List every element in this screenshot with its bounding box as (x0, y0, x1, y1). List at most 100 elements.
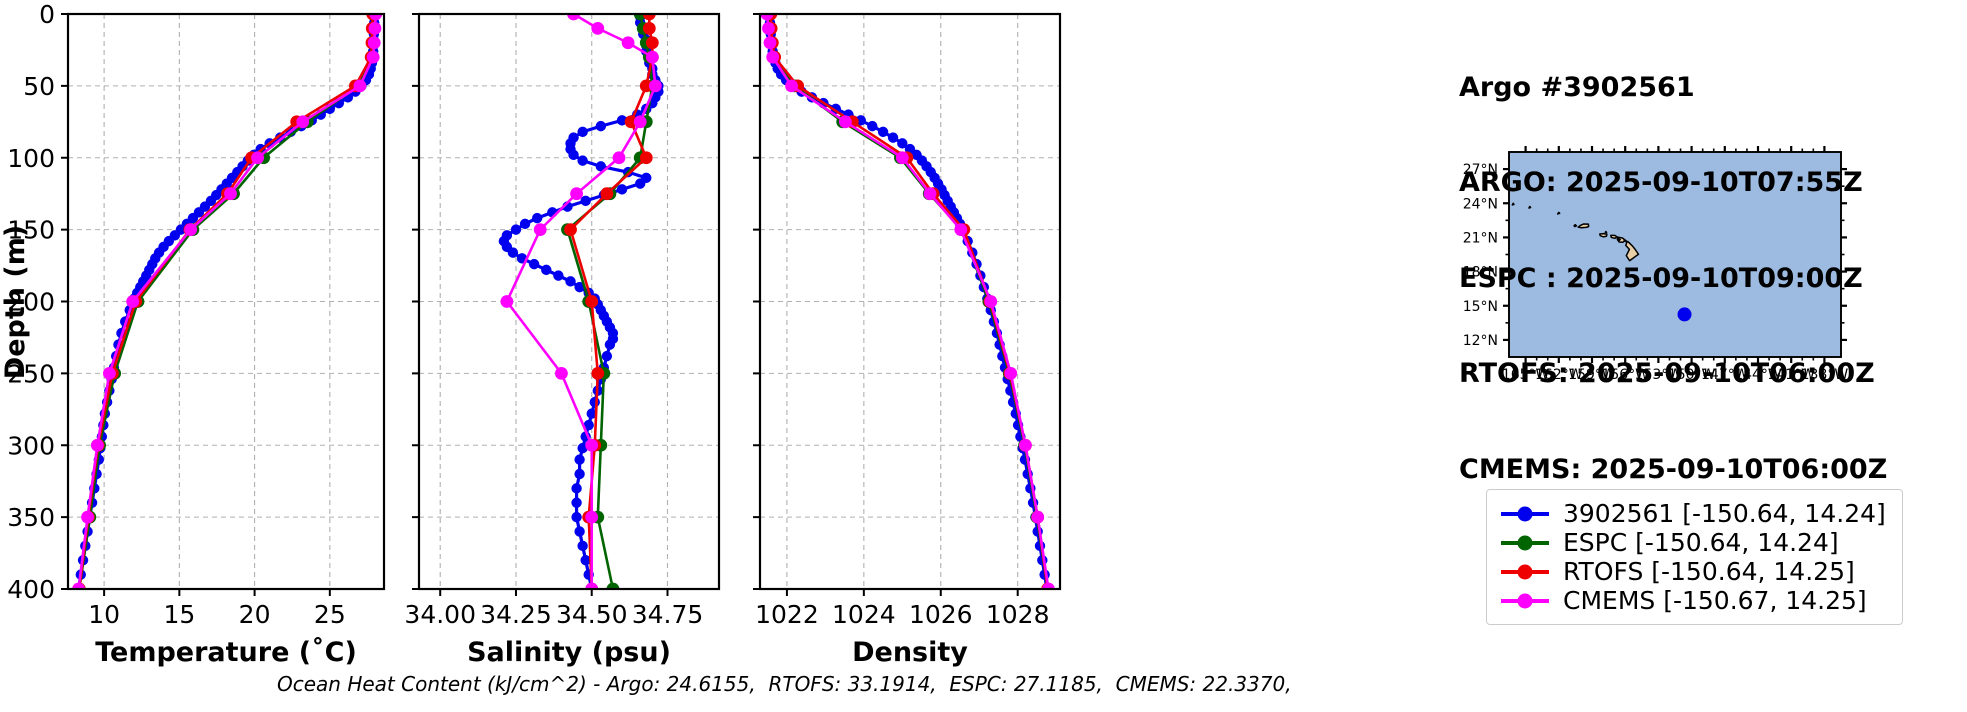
legend-swatch-espc (1501, 535, 1549, 550)
island-shape (1528, 205, 1532, 209)
series-point-rtofs (642, 14, 656, 21)
series-point-cmems (648, 79, 662, 93)
series-point-cmems (90, 438, 104, 452)
series-point-argo (541, 264, 552, 276)
map-lon-label: 147°W (1701, 367, 1749, 383)
title-rtofs-time: RTOFS: 2025-09-10T06:00Z (1459, 358, 1875, 390)
series-point-rtofs (585, 295, 599, 308)
series-point-argo (571, 483, 582, 494)
series-point-cmems (585, 582, 599, 589)
series-point-cmems (895, 151, 909, 165)
xtick-label: 1024 (832, 600, 896, 629)
series-point-cmems (984, 295, 998, 308)
island-shape (1610, 234, 1618, 240)
series-point-argo (574, 526, 585, 537)
island-shape (1511, 202, 1515, 206)
legend-item[interactable]: 3902561 [-150.64, 14.24] (1499, 499, 1886, 528)
legend-label-cmems: CMEMS [-150.67, 14.25] (1563, 586, 1867, 615)
series-point-cmems (224, 187, 237, 201)
xtick-label: 1022 (755, 600, 819, 629)
island-shape (1616, 237, 1621, 242)
xtick-label: 1026 (909, 600, 973, 629)
series-point-cmems (366, 50, 380, 64)
series-point-cmems (126, 295, 140, 308)
xtick-label: 34.00 (404, 600, 476, 629)
series-point-cmems (184, 223, 198, 237)
series-point-cmems (585, 438, 599, 452)
ytick-label: 50 (23, 72, 55, 101)
map-lat-label: 12°N (1463, 333, 1498, 349)
series-point-cmems (621, 36, 635, 50)
series-point-cmems (369, 14, 383, 21)
map-lon-label: 165°W (1502, 367, 1550, 383)
title-argo-time: ARGO: 2025-09-10T07:55Z (1459, 167, 1863, 199)
series-point-rtofs (642, 21, 656, 35)
hawaii-location-map: 27°N24°N21°N18°N15°N12°N165°W162°W159°W1… (1463, 146, 1849, 383)
series-line-argo (768, 15, 1049, 589)
series-point-rtofs (600, 187, 614, 201)
series-point-cmems (367, 36, 381, 50)
series-point-cmems (763, 36, 777, 50)
series-point-argo (565, 276, 576, 287)
series-point-argo (571, 511, 582, 523)
series-point-argo (616, 115, 628, 126)
xtick-label: 25 (314, 600, 346, 629)
series-point-cmems (762, 21, 775, 35)
series-point-argo (531, 212, 543, 224)
series-point-argo (616, 184, 628, 195)
series-point-argo (577, 540, 588, 552)
series-point-cmems (1018, 438, 1032, 452)
series-point-cmems (81, 510, 94, 524)
series-point-cmems (760, 14, 774, 21)
series-point-argo (574, 468, 585, 480)
legend-item[interactable]: RTOFS [-150.64, 14.25] (1499, 557, 1886, 586)
series-point-cmems (645, 50, 659, 64)
series-point-argo (580, 555, 591, 566)
xaxis-label-density: Density (852, 637, 968, 668)
map-lat-label: 24°N (1463, 196, 1498, 212)
ytick-label: 300 (7, 431, 55, 460)
series-point-cmems (500, 295, 514, 308)
island-shape (1577, 223, 1590, 229)
series-point-rtofs (591, 366, 605, 380)
series-point-cmems (567, 14, 580, 21)
legend-item[interactable]: ESPC [-150.64, 14.24] (1499, 528, 1886, 557)
series-point-cmems (1031, 510, 1045, 524)
series-point-rtofs (639, 79, 653, 93)
series-point-argo (519, 218, 531, 230)
series-point-argo (574, 454, 585, 465)
figure-title-block: Argo #3902561 ARGO: 2025-09-10T07:55Z ES… (1459, 8, 1887, 550)
xtick-label: 1028 (986, 600, 1050, 629)
map-lon-label: 138°W (1801, 367, 1849, 383)
series-point-argo (507, 247, 519, 258)
series-point-cmems (1004, 366, 1018, 380)
series-point-argo (553, 270, 564, 281)
xtick-label: 10 (88, 600, 120, 629)
series-point-cmems (838, 115, 852, 129)
ytick-label: 100 (7, 144, 55, 173)
map-lon-label: 153°W (1635, 367, 1683, 383)
argo-float-marker[interactable] (1677, 307, 1692, 322)
series-point-argo (635, 178, 646, 189)
series-point-argo (897, 138, 908, 149)
series-point-cmems (766, 50, 780, 64)
series-point-argo (595, 120, 607, 132)
xtick-label: 20 (239, 600, 271, 629)
map-lat-label: 21°N (1463, 230, 1498, 246)
ytick-label: 400 (7, 575, 55, 604)
ytick-label: 350 (7, 503, 55, 532)
ytick-label: 250 (7, 359, 55, 388)
series-point-cmems (954, 223, 968, 237)
legend-item[interactable]: CMEMS [-150.67, 14.25] (1499, 586, 1886, 615)
panel-density: 1022 1024 1026 1028 Density (753, 12, 1062, 668)
series-point-cmems (72, 582, 85, 589)
panel-salinity: 34.00 34.25 34.50 34.75 Salinity (psu) (404, 12, 721, 668)
map-lat-label: 18°N (1463, 265, 1498, 281)
xtick-label: 34.75 (632, 600, 704, 629)
series-point-cmems (633, 115, 647, 129)
legend-swatch-cmems (1501, 593, 1549, 608)
legend-label-espc: ESPC [-150.64, 14.24] (1563, 528, 1839, 557)
series-point-cmems (368, 21, 382, 35)
series-point-argo (571, 497, 582, 508)
map-lon-label: 159°W (1568, 367, 1616, 383)
